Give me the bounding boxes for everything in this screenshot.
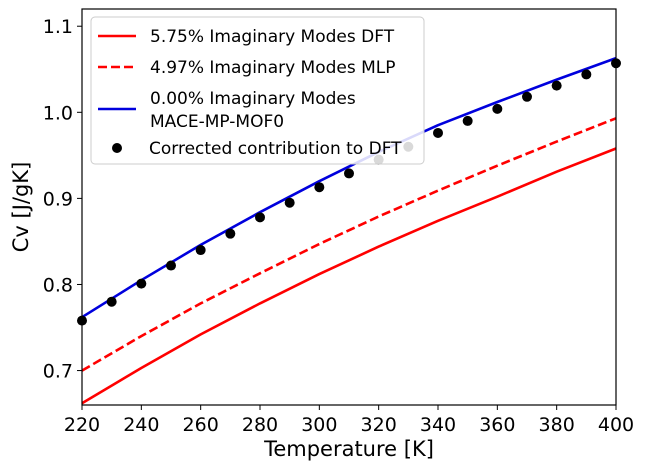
x-tick-label: 280 — [242, 414, 278, 436]
data-point — [166, 260, 176, 271]
data-point — [344, 168, 354, 179]
x-tick-label: 240 — [123, 414, 159, 436]
data-point — [255, 212, 265, 223]
x-axis-label: Temperature [K] — [263, 437, 434, 461]
legend: 5.75% Imaginary Modes DFT 4.97% Imaginar… — [90, 16, 425, 165]
y-tick-label: 1.1 — [43, 16, 73, 38]
x-tick-label: 260 — [183, 414, 219, 436]
y-axis-label: Cv [J/gK] — [9, 162, 33, 253]
legend-label-mlp: 4.97% Imaginary Modes MLP — [150, 58, 396, 78]
x-tick-label: 380 — [539, 414, 575, 436]
data-point — [433, 127, 443, 138]
legend-label-mace-line1: 0.00% Imaginary Modes — [150, 89, 356, 109]
plot-frame — [81, 8, 617, 406]
series-mlp-line — [81, 117, 617, 372]
x-tick-label: 360 — [479, 414, 515, 436]
data-point — [462, 115, 473, 126]
data-point — [106, 296, 117, 307]
data-point — [195, 245, 206, 256]
data-point — [314, 182, 325, 193]
data-point — [492, 103, 503, 114]
legend-swatch-corrected — [112, 143, 122, 153]
legend-label-corrected: Corrected contribution to DFT — [149, 139, 402, 159]
y-tick-label: 1.0 — [43, 102, 73, 124]
data-point — [136, 278, 147, 289]
y-ticks: 0.7 0.8 0.9 1.0 1.1 — [43, 16, 82, 383]
legend-label-mace-line2: MACE-MP-MOF0 — [150, 112, 284, 132]
y-tick-label: 0.7 — [43, 361, 73, 383]
y-tick-label: 0.9 — [43, 188, 73, 210]
x-tick-label: 300 — [301, 414, 337, 436]
x-tick-label: 320 — [361, 414, 397, 436]
plot-content — [77, 56, 621, 405]
data-point — [581, 69, 592, 80]
legend-label-dft: 5.75% Imaginary Modes DFT — [150, 27, 395, 47]
x-ticks: 220 240 260 280 300 320 340 360 380 400 — [64, 405, 634, 436]
data-point — [522, 91, 532, 102]
x-tick-label: 340 — [420, 414, 456, 436]
data-point — [551, 80, 562, 91]
data-point — [284, 197, 295, 208]
series-dft-line — [81, 147, 617, 405]
legend-box — [90, 16, 425, 165]
data-point — [225, 228, 236, 239]
x-tick-label: 400 — [598, 414, 634, 436]
x-tick-label: 220 — [64, 414, 100, 436]
y-tick-label: 0.8 — [43, 274, 73, 296]
